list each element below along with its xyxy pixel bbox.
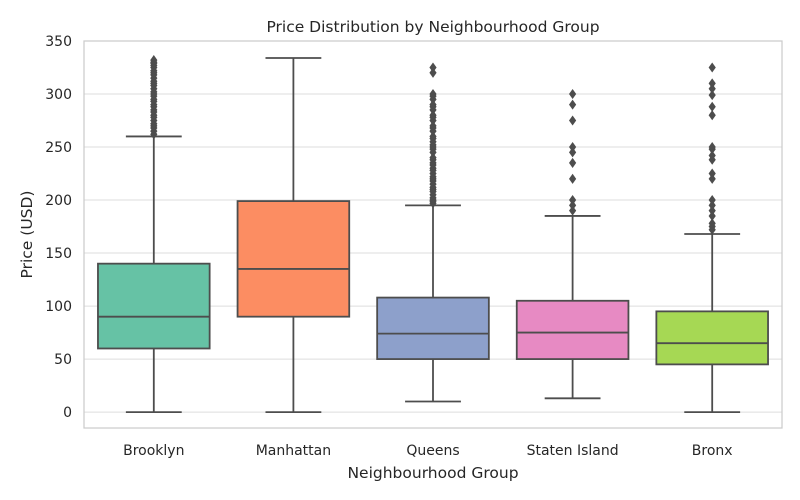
outlier-point [708, 205, 716, 216]
x-tick-label: Brooklyn [123, 443, 184, 459]
y-tick-label: 300 [45, 87, 72, 103]
y-tick-label: 0 [63, 405, 72, 421]
outlier-point [569, 205, 577, 216]
outlier-point [708, 218, 716, 229]
chart-title: Price Distribution by Neighbourhood Grou… [266, 18, 599, 36]
outlier-point [429, 62, 437, 73]
x-tick-label: Manhattan [256, 443, 331, 459]
x-tick-label: Queens [406, 443, 459, 459]
y-axis-title: Price (USD) [18, 191, 36, 279]
outlier-point [429, 67, 437, 78]
outlier-point [708, 168, 716, 179]
iqr-box [655, 310, 769, 366]
outlier-point [429, 99, 437, 110]
box-staten-island [515, 88, 630, 400]
box-manhattan [236, 57, 351, 413]
iqr-box [376, 296, 490, 360]
y-tick-label: 350 [45, 34, 72, 50]
outlier-point [708, 141, 716, 153]
outlier-point [429, 120, 437, 131]
outlier-point [569, 99, 577, 110]
outlier-point [708, 200, 716, 211]
outlier-point [708, 62, 716, 73]
y-tick-label: 150 [45, 246, 72, 262]
outlier-point [569, 147, 577, 158]
y-tick-label: 100 [45, 299, 72, 315]
box-queens [376, 62, 490, 403]
outlier-point [708, 90, 716, 101]
iqr-box [515, 299, 630, 360]
outlier-point [569, 195, 577, 206]
outlier-point [708, 110, 716, 121]
outlier-point [708, 101, 716, 112]
box-brooklyn [97, 55, 211, 413]
y-axis-ticks: 0 50 100 150 200 250 300 350 [45, 34, 72, 421]
outlier-point [429, 110, 437, 121]
y-tick-label: 250 [45, 140, 72, 156]
x-axis-title: Neighbourhood Group [347, 464, 518, 482]
outlier-point [569, 200, 577, 211]
outlier-point [708, 150, 716, 161]
outlier-point [569, 157, 577, 168]
outlier-point [708, 78, 716, 89]
outlier-point [429, 88, 437, 100]
outlier-point [708, 83, 716, 94]
x-tick-label: Bronx [692, 443, 733, 459]
y-tick-label: 200 [45, 193, 72, 209]
box-series [97, 55, 769, 413]
outlier-point [569, 141, 577, 153]
plot-frame [83, 40, 783, 429]
outlier-point [150, 55, 158, 66]
outlier-point [429, 152, 437, 163]
outlier-point [708, 173, 716, 184]
x-axis-ticks: Brooklyn Manhattan Queens Staten Island Bron… [123, 443, 732, 459]
outlier-point [569, 115, 577, 126]
iqr-box [236, 200, 351, 318]
outlier-point [569, 173, 577, 184]
outlier-point [708, 195, 716, 206]
box-bronx [655, 62, 769, 413]
y-tick-label: 50 [54, 352, 72, 368]
x-tick-label: Staten Island [527, 443, 619, 459]
outlier-point [429, 131, 437, 142]
iqr-box [97, 262, 211, 350]
outlier-point [569, 88, 577, 100]
outlier-point [708, 210, 716, 221]
